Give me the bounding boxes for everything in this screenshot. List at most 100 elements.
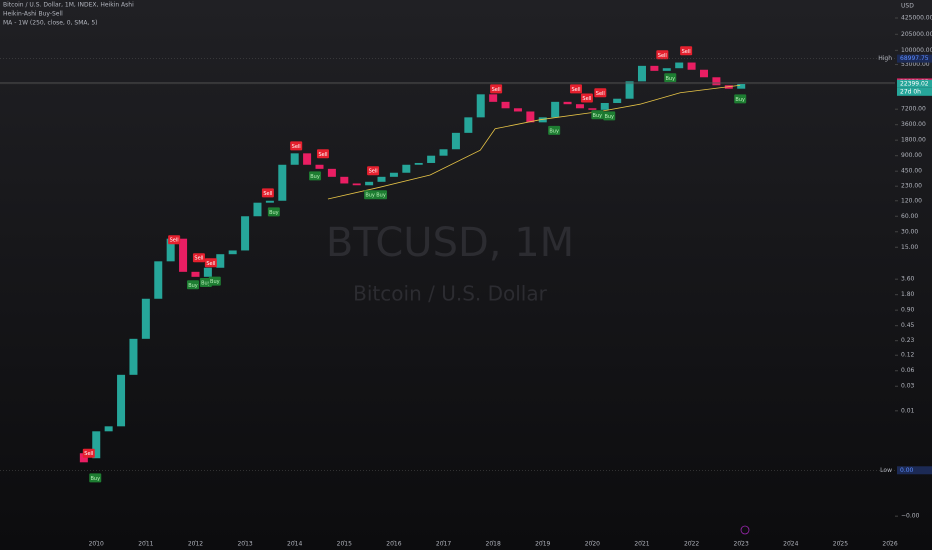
- y-tick-label: 1800.00: [901, 137, 926, 144]
- x-tick-label: 2013: [237, 541, 252, 548]
- signal-box: [367, 166, 380, 176]
- candle: [414, 162, 423, 165]
- signal-label: Buy: [549, 128, 559, 134]
- x-tick-label: 2022: [684, 541, 699, 548]
- signal-box: [89, 473, 102, 483]
- candle: [699, 69, 708, 78]
- candle: [427, 155, 436, 163]
- candle: [265, 200, 274, 203]
- y-tick-label: 15.00: [901, 244, 918, 251]
- candle: [551, 101, 560, 118]
- y-tick-label: 30.00: [901, 228, 918, 235]
- candle: [241, 216, 250, 251]
- signal-box: [208, 276, 221, 286]
- y-tick-label: 425000.00: [901, 14, 932, 21]
- y-tick-label: 7200.00: [901, 106, 926, 113]
- candle: [228, 250, 237, 255]
- signal-label: Buy: [735, 97, 745, 103]
- signal-box: [261, 188, 274, 198]
- y-tick-label: 0.45: [901, 322, 915, 329]
- candle: [365, 181, 374, 186]
- y-tick-label: 60.00: [901, 213, 918, 220]
- signal-label: Sell: [582, 96, 591, 102]
- signal-box: [290, 141, 303, 151]
- y-tick-label: 120.00: [901, 197, 922, 204]
- candle: [203, 267, 212, 277]
- signal-label: Buy: [665, 76, 675, 82]
- candle: [712, 77, 721, 86]
- signal-box: [591, 110, 604, 120]
- y-tick-label: 230.00: [901, 183, 922, 190]
- y-tick-label: 0.06: [901, 367, 915, 374]
- candle: [352, 183, 361, 186]
- y-tick-label: 0.12: [901, 352, 915, 359]
- signal-label: Sell: [206, 261, 215, 267]
- signal-label: Buy: [593, 113, 603, 119]
- candle: [600, 102, 609, 110]
- candle: [737, 83, 746, 89]
- legend-indicator: Heikin-Ashi Buy-Sell: [3, 11, 63, 18]
- signal-label: Sell: [263, 191, 272, 197]
- candle: [464, 117, 473, 133]
- watermark-name: Bitcoin / U.S. Dollar: [353, 282, 547, 306]
- x-tick-label: 2010: [89, 541, 104, 548]
- candle: [625, 81, 634, 99]
- signal-label: Sell: [84, 451, 93, 457]
- y-tick-label: 0.01: [901, 407, 915, 414]
- signal-label: Buy: [201, 281, 211, 287]
- countdown: 27d 0h: [900, 88, 921, 95]
- price-badge-label: 68997.75: [900, 55, 929, 62]
- signal-box: [186, 280, 199, 290]
- x-tick-label: 2011: [138, 541, 153, 548]
- signal-box: [680, 46, 693, 56]
- signal-label: Buy: [365, 193, 375, 199]
- signal-label: Sell: [596, 91, 605, 97]
- signal-label: Sell: [492, 87, 501, 93]
- candle: [315, 164, 324, 169]
- signal-label: Sell: [194, 256, 203, 262]
- signal-box: [603, 111, 616, 121]
- signal-label: Sell: [658, 53, 667, 59]
- currency: USD: [901, 3, 914, 10]
- x-tick-label: 2021: [634, 541, 649, 548]
- legend-title: Bitcoin / U.S. Dollar, 1M, INDEX, Heikin…: [3, 2, 134, 9]
- candle: [141, 298, 150, 339]
- candle: [489, 94, 498, 102]
- x-tick-label: 2012: [188, 541, 203, 548]
- signal-box: [168, 235, 181, 245]
- candle: [117, 374, 126, 427]
- candle: [104, 426, 113, 432]
- price-badge-label: 22399.02: [900, 80, 929, 87]
- y-tick-label: 900.00: [901, 152, 922, 159]
- signal-label: Sell: [369, 169, 378, 175]
- signal-box: [656, 50, 669, 60]
- signal-box: [548, 125, 561, 135]
- candle: [675, 62, 684, 69]
- candle: [439, 149, 448, 156]
- x-tick-label: 2015: [337, 541, 352, 548]
- signal-box: [267, 207, 280, 217]
- candle: [650, 65, 659, 71]
- x-tick-label: 2026: [882, 541, 897, 548]
- watermark-symbol: BTCUSD, 1M: [326, 220, 574, 266]
- candle: [451, 132, 460, 150]
- signal-label: Buy: [604, 114, 614, 120]
- signal-box: [364, 190, 377, 200]
- signal-label: Sell: [571, 87, 580, 93]
- moving-average: [327, 84, 741, 200]
- y-tick-label: 100000.00: [901, 47, 932, 54]
- y-tick-label: 0.90: [901, 307, 915, 314]
- signal-box: [316, 149, 329, 159]
- candle: [377, 176, 386, 182]
- signal-label: Buy: [376, 193, 386, 199]
- signal-label: Buy: [310, 174, 320, 180]
- signal-box: [664, 73, 677, 83]
- y-tick-label: −0.00: [901, 513, 920, 520]
- signal-box: [309, 171, 322, 181]
- candle: [166, 238, 175, 262]
- candle: [501, 101, 510, 109]
- x-tick-label: 2023: [734, 541, 749, 548]
- signal-label: Buy: [90, 476, 100, 482]
- candle: [613, 98, 622, 103]
